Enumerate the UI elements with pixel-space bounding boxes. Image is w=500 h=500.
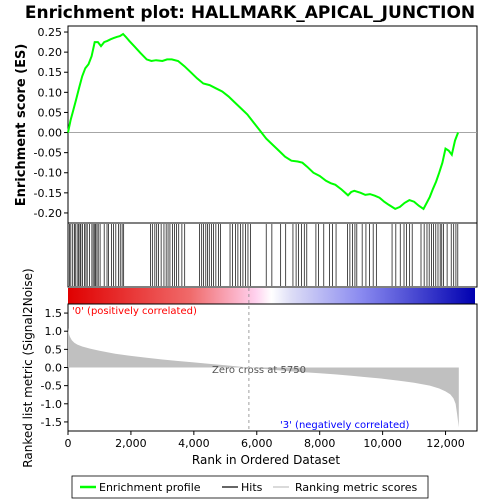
ranked-list-color-bar: [68, 288, 475, 304]
es-y-tick-label: -0.05: [34, 147, 62, 160]
x-tick-label: 2,000: [115, 437, 147, 450]
metric-y-tick-label: 1.5: [45, 307, 63, 320]
metric-x-ticks: 0 2,000 4,000 6,000 8,000 10,000 12,000: [65, 431, 465, 450]
es-y-tick-label: -0.20: [34, 207, 62, 220]
ranking-metric-area: [68, 327, 459, 428]
metric-y-tick-label: -1.0: [41, 398, 62, 411]
es-y-tick-label: 0.20: [38, 46, 63, 59]
metric-y-ticks: -1.5 -1.0 -0.5 0.0 0.5 1.0 1.5: [41, 307, 68, 429]
x-tick-label: 4,000: [178, 437, 210, 450]
hit-markers: [69, 224, 459, 286]
legend: Enrichment profile Hits Ranking metric s…: [71, 475, 429, 499]
negative-correlation-label: '3' (negatively correlated): [280, 420, 409, 431]
positive-correlation-label: '0' (positively correlated): [72, 306, 197, 317]
es-panel-frame: [67, 25, 478, 224]
x-axis-label: Rank in Ordered Dataset: [192, 453, 340, 467]
metric-y-tick-label: -1.5: [41, 416, 62, 429]
metric-panel: -1.5 -1.0 -0.5 0.0 0.5 1.0 1.5 0 2,000 4,000 6,00…: [21, 268, 478, 468]
es-y-tick-label: 0.00: [38, 127, 63, 140]
metric-y-tick-label: 0.0: [45, 362, 63, 375]
es-panel: -0.20 -0.15 -0.10 -0.05 0.00 0.05 0.10 0.15 0.20…: [14, 25, 478, 224]
legend-label-hits: Hits: [241, 481, 263, 494]
es-y-tick-label: 0.25: [38, 26, 63, 39]
metric-y-tick-label: -0.5: [41, 380, 62, 393]
x-tick-label: 0: [65, 437, 72, 450]
legend-frame: [71, 475, 429, 499]
metric-y-axis-label: Ranked list metric (Signal2Noise): [21, 268, 35, 467]
es-y-ticks: -0.20 -0.15 -0.10 -0.05 0.00 0.05 0.10 0.15 0.20…: [34, 26, 68, 220]
es-y-tick-label: 0.05: [38, 106, 63, 119]
chart-title: Enrichment plot: HALLMARK_APICAL_JUNCTIO…: [25, 3, 475, 23]
es-y-tick-label: -0.15: [34, 187, 62, 200]
hits-panel-frame: [67, 222, 478, 288]
x-tick-label: 12,000: [426, 437, 465, 450]
hits-panel: [67, 222, 478, 288]
legend-label-ranking-metric: Ranking metric scores: [295, 481, 417, 494]
legend-label-enrichment-profile: Enrichment profile: [99, 481, 201, 494]
es-y-tick-label: -0.10: [34, 167, 62, 180]
x-tick-label: 10,000: [363, 437, 402, 450]
es-y-tick-label: 0.10: [38, 86, 63, 99]
metric-y-tick-label: 1.0: [45, 325, 63, 338]
metric-y-tick-label: 0.5: [45, 343, 63, 356]
enrichment-profile-line: [67, 32, 460, 211]
x-tick-label: 8,000: [304, 437, 336, 450]
es-y-axis-label: Enrichment score (ES): [14, 44, 29, 207]
x-tick-label: 6,000: [241, 437, 273, 450]
es-y-tick-label: 0.15: [38, 66, 63, 79]
zero-cross-label: Zero cross at 5750: [212, 365, 306, 376]
